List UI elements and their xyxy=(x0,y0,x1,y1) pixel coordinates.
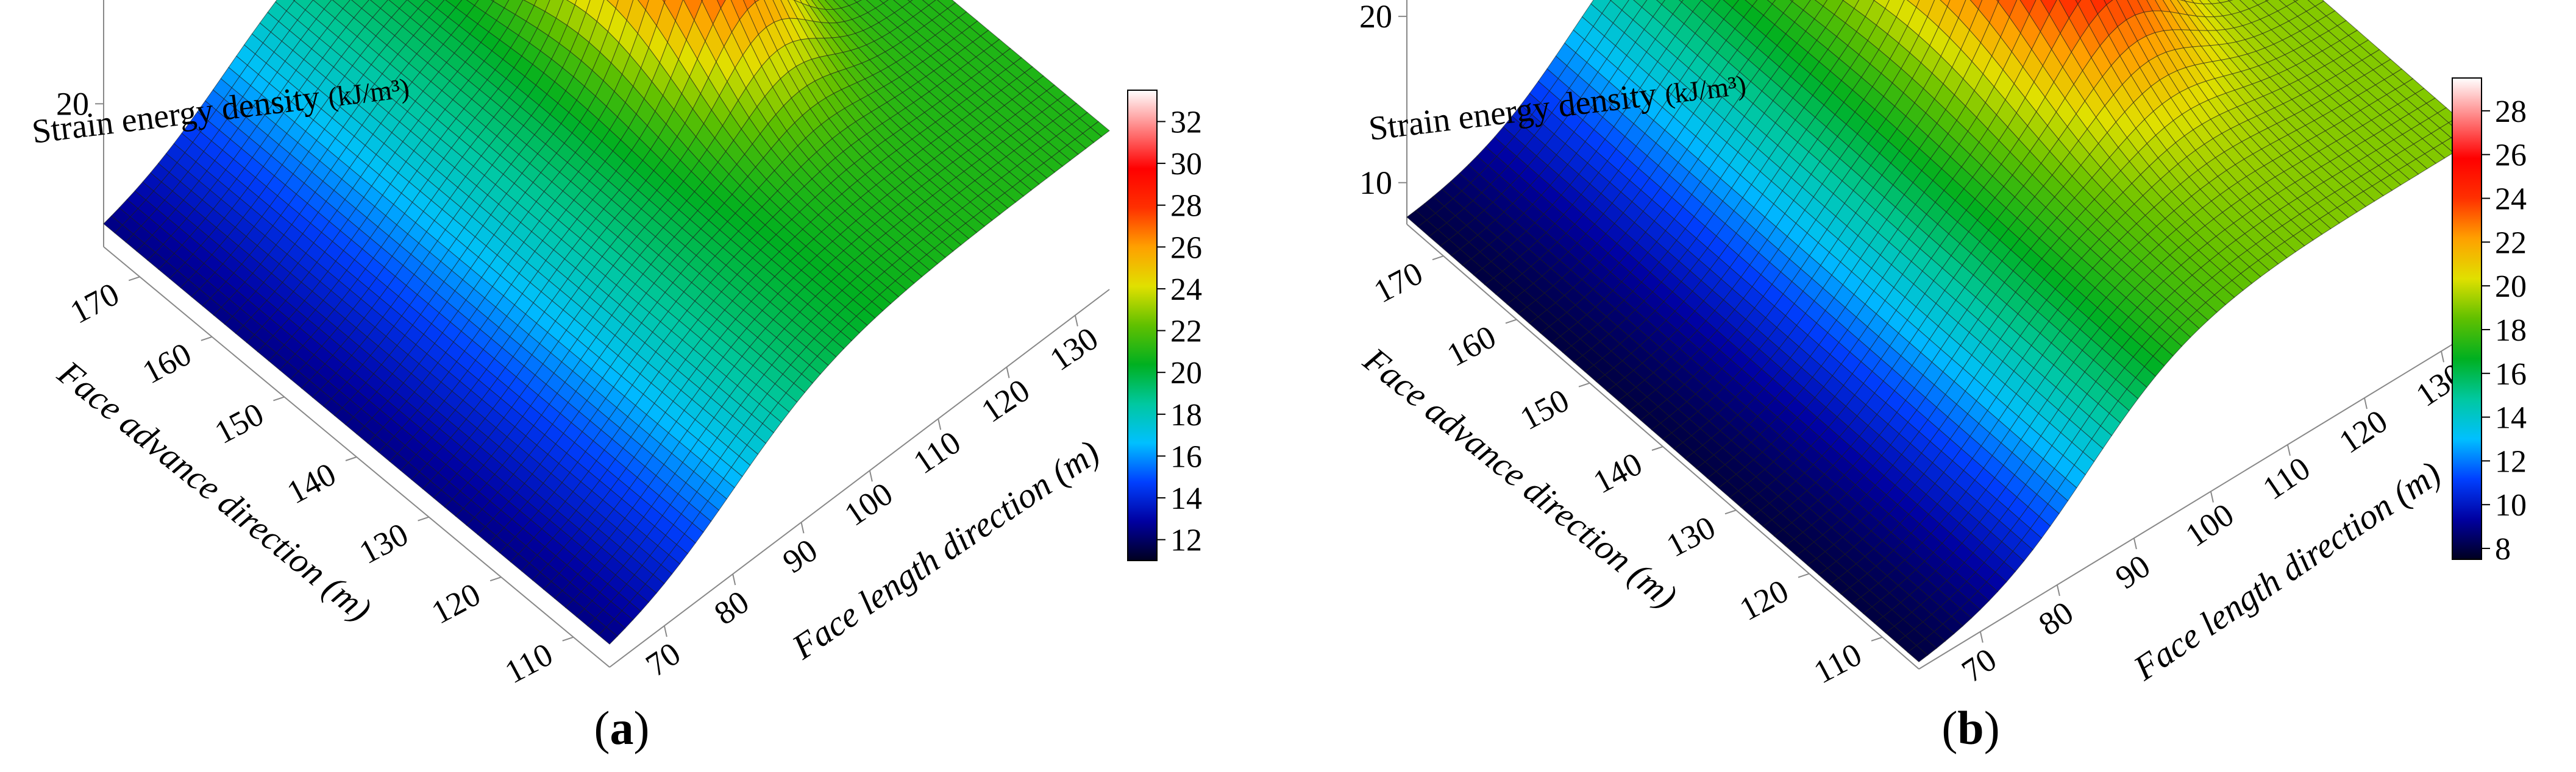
surface-mesh xyxy=(103,0,1110,645)
colorbar: 12 14 16 18 20 22 24 26 28 30 32 xyxy=(1127,90,1202,561)
surface-cell xyxy=(1745,0,1758,7)
x-tick xyxy=(273,396,285,402)
colorbar-tick-label: 26 xyxy=(1170,230,1202,265)
y-tick xyxy=(800,522,805,534)
y-tick-label: 100 xyxy=(838,475,899,533)
y-tick-label: 70 xyxy=(639,635,687,684)
y-axis-line xyxy=(609,289,1110,668)
colorbar-tick-label: 28 xyxy=(1170,189,1202,224)
x-tick-label: 140 xyxy=(281,456,342,511)
panel-a: 110 120 130 140 150 160 170 70 80 90 100 110 120 130 2… xyxy=(30,0,1202,754)
x-tick-label: 120 xyxy=(425,576,486,631)
colorbar-tick-label: 14 xyxy=(1170,481,1202,516)
x-tick xyxy=(128,276,140,282)
y-tick-label: 90 xyxy=(776,531,824,580)
surface-cell xyxy=(1767,0,1776,5)
colorbar-tick-label: 20 xyxy=(1170,356,1202,391)
x-tick xyxy=(418,516,429,522)
colorbar-tick-label: 24 xyxy=(1170,272,1202,307)
y-tick xyxy=(869,470,873,482)
y-tick xyxy=(732,573,736,586)
y-axis-line xyxy=(1918,327,2480,670)
colorbar-scale xyxy=(1127,90,1158,561)
colorbar-tick-label: 30 xyxy=(1170,147,1202,182)
surface-cell xyxy=(1940,0,1951,7)
surface-cell xyxy=(716,0,726,9)
x-tick-label: 160 xyxy=(137,335,197,391)
surface-chart-a: 1101201301401501601707080901001101201302… xyxy=(30,0,1202,690)
surface-cell xyxy=(879,0,889,4)
y-tick xyxy=(938,419,942,430)
y-tick xyxy=(1074,315,1078,327)
y-tick-label: 130 xyxy=(1043,320,1105,378)
x-tick xyxy=(489,576,502,582)
y-tick-label: 80 xyxy=(708,583,755,632)
y-tick-label: 120 xyxy=(975,372,1036,430)
x-tick-label: 150 xyxy=(208,395,269,451)
colorbar-tick-label: 12 xyxy=(1170,523,1202,558)
y-tick xyxy=(1006,367,1010,378)
x-tick xyxy=(201,336,213,341)
y-tick-label: 110 xyxy=(907,423,967,481)
colorbar-tick-label: 16 xyxy=(1170,439,1202,474)
x-tick-label: 110 xyxy=(499,636,558,690)
panel-a-letter: a xyxy=(610,701,634,754)
y-tick xyxy=(663,625,667,637)
colorbar-tick-label: 22 xyxy=(1170,314,1202,349)
panel-a-label: (a) xyxy=(594,701,650,754)
surface-cell xyxy=(1656,0,1666,5)
colorbar-tick-label: 18 xyxy=(1170,398,1202,433)
surface-cell xyxy=(2075,0,2082,5)
surface-mesh xyxy=(1406,0,2480,663)
x-tick-label: 170 xyxy=(64,275,125,331)
x-tick xyxy=(562,636,574,642)
panel-b: 110 120 130 140 150 160 170 70 80 90 100 110 120 130 1… xyxy=(1288,0,2576,772)
x-tick-label: 130 xyxy=(354,515,415,571)
surface-cell xyxy=(598,626,618,645)
surface-chart-b: 1101201301401501601707080901001101201301… xyxy=(1356,0,2527,691)
x-tick xyxy=(345,456,357,461)
z-tick-label: 20 xyxy=(56,85,89,122)
colorbar-tick-label: 32 xyxy=(1170,105,1202,140)
